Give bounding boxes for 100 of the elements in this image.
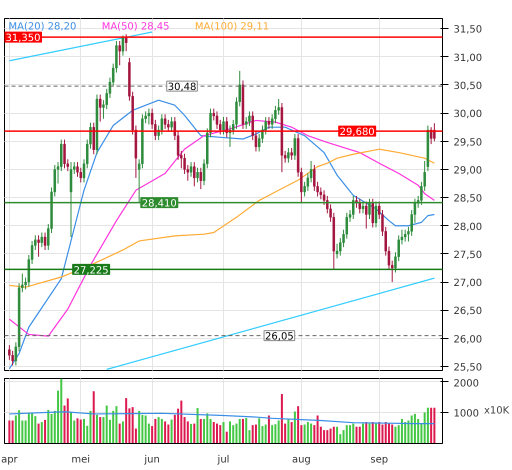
candlestick (40, 232, 44, 248)
bar (316, 416, 319, 444)
bar (60, 378, 62, 444)
candlestick (225, 116, 228, 138)
bar (118, 424, 121, 444)
x-tick-label: jul (216, 454, 230, 466)
bar (287, 420, 290, 444)
x-tick-label: jun (143, 454, 160, 466)
bar (141, 414, 144, 444)
line-series (8, 148, 435, 288)
bar (330, 428, 332, 444)
bar (228, 421, 231, 444)
bar (326, 430, 328, 444)
candlestick (63, 139, 66, 169)
ref-line-label: 29,680 (340, 127, 375, 138)
bar (28, 413, 30, 444)
bar (242, 418, 244, 444)
bar (190, 424, 192, 444)
bar (40, 422, 43, 444)
bar (170, 420, 173, 444)
ref-line-label: 30,48 (168, 82, 196, 94)
bar (290, 422, 293, 444)
bar (66, 398, 69, 444)
candlestick (196, 167, 199, 183)
y-tick-label: 29,00 (454, 165, 482, 176)
bar (400, 418, 403, 444)
bar (226, 432, 228, 444)
bar (252, 425, 254, 444)
bar (352, 424, 354, 444)
bar (306, 422, 309, 444)
bar (38, 424, 40, 444)
y-tick-label: 29,50 (454, 137, 482, 148)
y-tick-label: 27,50 (454, 250, 482, 261)
bar (92, 391, 95, 444)
bar (44, 420, 46, 444)
bar (346, 425, 348, 444)
bar (216, 424, 218, 444)
candlestick (148, 108, 150, 125)
bar (258, 418, 260, 444)
line-series (8, 411, 435, 424)
bar (304, 424, 306, 444)
bar (358, 426, 361, 444)
bar (264, 424, 267, 444)
bar (372, 422, 374, 444)
bar (414, 414, 416, 444)
bar (368, 424, 371, 444)
bar (410, 416, 413, 444)
candlestick (404, 229, 406, 242)
bar (50, 414, 53, 444)
x-tick-label: apr (1, 454, 19, 466)
ref-line-label: 28,410 (142, 198, 177, 210)
y-tick-label: 26,50 (454, 306, 482, 318)
bar (212, 422, 215, 444)
bar (374, 424, 377, 444)
y-tick-label: 25,50 (454, 362, 482, 374)
bar (132, 407, 134, 444)
bar (394, 426, 396, 444)
candlestick (118, 40, 121, 66)
candlestick (98, 94, 102, 122)
candlestick (200, 167, 202, 190)
bar (280, 394, 283, 444)
y-tick-label: 30,00 (454, 109, 482, 120)
bar (381, 424, 384, 444)
bar (245, 418, 248, 444)
candlestick (170, 116, 173, 132)
bar (349, 425, 352, 444)
bar (196, 408, 199, 444)
bar (115, 406, 118, 444)
candlestick (287, 148, 290, 164)
y-tick-label: 28,00 (454, 222, 482, 233)
bar (70, 412, 72, 444)
candlestick (294, 133, 296, 160)
candlestick (362, 201, 364, 214)
bar (384, 422, 387, 444)
candlestick (193, 162, 196, 187)
bar (206, 413, 208, 444)
bar (82, 418, 85, 444)
ref-line-label: 27,225 (74, 265, 109, 276)
bar (274, 424, 276, 444)
ref-line-label: 31,350 (6, 33, 40, 44)
bar (125, 398, 128, 444)
y-tick-label: 1000 (454, 408, 479, 420)
bar (391, 424, 394, 444)
bar (200, 418, 202, 444)
candlestick (290, 148, 293, 160)
bar (31, 413, 34, 444)
bar (271, 425, 274, 444)
bar (294, 411, 296, 444)
x-tick-label: aug (292, 454, 311, 466)
candlestick (248, 110, 251, 127)
candlestick (374, 201, 378, 228)
text: MA(20) 28,20 (8, 22, 76, 32)
candlestick (368, 198, 371, 220)
bar (76, 418, 79, 444)
y-tick-label: 31,00 (454, 52, 482, 64)
bar (323, 430, 326, 444)
bar (80, 420, 82, 444)
bar (167, 424, 170, 444)
x-tick-label: sep (370, 454, 388, 466)
bar (297, 406, 300, 444)
